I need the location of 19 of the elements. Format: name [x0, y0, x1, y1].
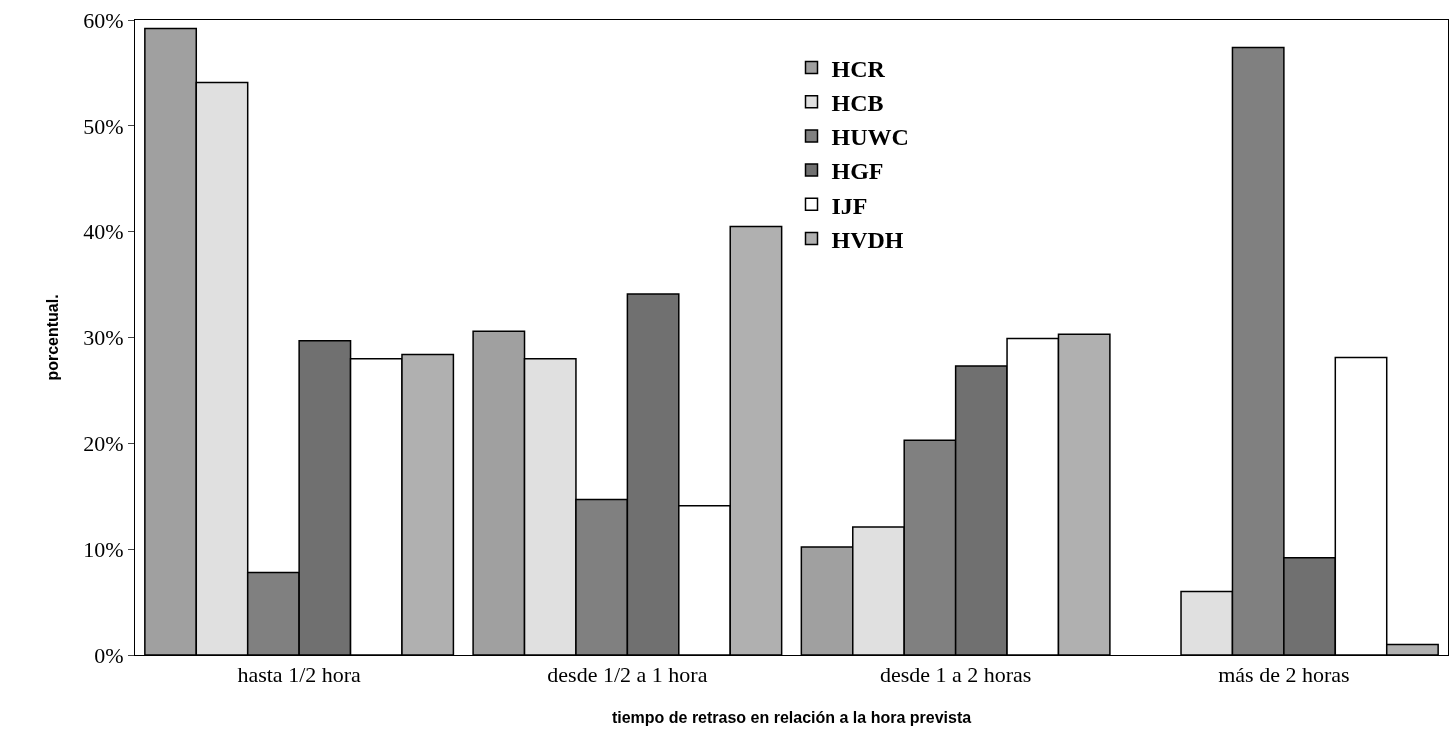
y-tick-label: 10% — [83, 536, 124, 562]
x-axis-title: tiempo de retraso en relación a la hora prevista — [611, 709, 972, 727]
x-tick-label: más de 2 horas — [1218, 662, 1350, 688]
y-tick-label: 30% — [83, 325, 124, 351]
y-tick-label: 20% — [83, 431, 124, 457]
y-tick-label: 60% — [83, 7, 124, 33]
y-axis-title: porcentual. — [44, 294, 62, 381]
legend-label: HCR — [831, 55, 886, 82]
y-tick-label: 40% — [83, 219, 124, 245]
legend-label: HGF — [831, 158, 884, 185]
legend-label: HUWC — [831, 124, 909, 151]
x-tick-label: desde 1/2 a 1 hora — [547, 662, 708, 688]
x-tick-label: hasta 1/2 hora — [237, 662, 362, 688]
legend-label: IJF — [831, 192, 868, 219]
legend-label: HVDH — [831, 226, 904, 253]
y-tick-label: 0% — [94, 642, 124, 668]
y-tick-label: 50% — [83, 113, 124, 139]
legend-label: HCB — [831, 90, 884, 117]
x-tick-label: desde 1 a 2 horas — [879, 662, 1032, 688]
